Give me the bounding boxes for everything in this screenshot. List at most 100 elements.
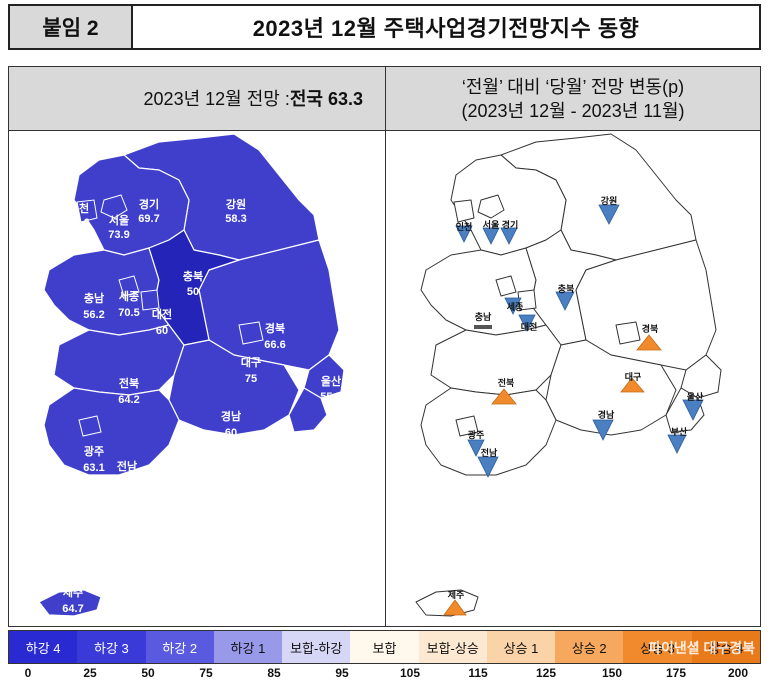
national-index: 전국 63.3 <box>289 88 363 109</box>
region-daegu <box>238 321 264 345</box>
name-chungnam: 충남 <box>475 311 492 322</box>
label-gwangju-name: 광주 <box>84 445 104 458</box>
legend-cell-flat: 보합 <box>350 631 419 663</box>
name-chungbuk: 충북 <box>558 283 575 294</box>
name-gyeongnam: 경남 <box>598 409 615 420</box>
flat-marker-chungnam <box>474 325 492 329</box>
tick-75: 75 <box>199 666 213 680</box>
tick-125: 125 <box>535 666 557 680</box>
name-gangwon: 강원 <box>601 195 618 206</box>
tick-85: 85 <box>267 666 281 680</box>
region-gwangju <box>78 415 102 437</box>
label-gangwon-name: 강원 <box>226 197 246 211</box>
down-marker-seoul <box>482 227 500 245</box>
label-jeonbuk-name: 전북 <box>119 376 139 390</box>
label-sejong-name: 세종 <box>119 289 139 303</box>
outline-daegu <box>615 321 641 345</box>
label-incheon-name: 인천 <box>69 201 89 215</box>
name-ulsan: 울산 <box>687 391 704 402</box>
tick-175: 175 <box>665 666 687 680</box>
name-sejong: 세종 <box>507 301 524 312</box>
down-marker-gyeonggi <box>500 227 518 245</box>
legend-scale: 0 25 50 75 85 95 105 115 125 150 175 200 <box>8 666 761 686</box>
label-chungnam-value: 56.2 <box>83 309 104 321</box>
label-gwangju-value: 63.1 <box>83 462 104 474</box>
name-gyeongbuk: 경북 <box>642 323 659 334</box>
label-seoul-name: 서울 <box>109 213 129 227</box>
label-gyeongnam-name: 경남 <box>221 409 241 423</box>
down-marker-jeonnam <box>477 456 499 478</box>
label-busan-name: 부산 <box>304 437 324 451</box>
outline-seoul <box>477 194 505 219</box>
name-daegu: 대구 <box>625 371 642 382</box>
outline-gyeongnam <box>545 339 677 436</box>
down-marker-sejong <box>504 297 522 315</box>
forecast-korea-map: 인천 66.6 서울 73.9 경기 69.7 강원 58.3 충북 50 충남… <box>38 133 345 617</box>
name-jeju: 제주 <box>448 589 465 600</box>
label-ulsan-name: 울산 <box>321 374 341 388</box>
up-marker-gyeongbuk <box>636 334 662 351</box>
legend-cell-up2: 상승 2 <box>555 631 624 663</box>
region-busan <box>288 387 328 433</box>
legend-cell-down2: 하강 2 <box>145 631 214 663</box>
down-marker-ulsan <box>682 399 704 421</box>
outline-sejong <box>495 275 517 297</box>
tick-200: 200 <box>727 666 749 680</box>
attachment-tag: 붙임 2 <box>10 6 133 48</box>
label-gyeongnam-value: 60 <box>225 427 237 439</box>
legend-cell-up1: 상승 1 <box>486 631 556 663</box>
up-marker-jeonbuk <box>491 388 517 405</box>
watermark: 파이낸셜 대구경북 <box>648 640 755 656</box>
label-chungbuk-name: 충북 <box>183 269 203 283</box>
label-jeonbuk-value: 64.2 <box>118 394 139 406</box>
change-panel-heading: ‘전월’ 대비 ‘당월’ 전망 변동(p) (2023년 12월 - 2023년… <box>386 67 760 131</box>
label-daejeon-value: 60 <box>156 325 168 337</box>
forecast-map-panel: 2023년 12월 전망 : 전국 63.3 <box>8 66 386 627</box>
region-sejong <box>118 275 140 297</box>
forecast-heading-prefix: 2023년 12월 전망 : <box>143 88 290 109</box>
change-heading-line2: (2023년 12월 - 2023년 11월) <box>461 100 685 121</box>
label-gyeongbuk-value: 66.6 <box>264 339 285 351</box>
region-seoul <box>100 194 128 219</box>
tick-150: 150 <box>601 666 623 680</box>
page-title: 2023년 12월 주택사업경기전망지수 동향 <box>252 16 640 41</box>
tick-25: 25 <box>83 666 97 680</box>
outline-busan <box>665 387 705 433</box>
outline-jeju <box>415 589 479 617</box>
label-jeonnam-name: 전남 <box>117 459 137 473</box>
down-marker-gangwon <box>598 204 620 225</box>
label-daegu-value: 75 <box>245 373 257 385</box>
label-gyeongbuk-name: 경북 <box>265 321 285 335</box>
forecast-panel-heading: 2023년 12월 전망 : 전국 63.3 <box>9 67 385 131</box>
down-marker-daejeon <box>518 314 536 332</box>
down-marker-chungbuk <box>555 291 575 311</box>
label-ulsan-value: 55.5 <box>320 391 341 403</box>
up-marker-daegu <box>620 377 645 393</box>
region-jeju <box>38 589 102 617</box>
outline-jeonbuk <box>430 324 562 396</box>
label-gyeonggi-value: 69.7 <box>138 213 159 225</box>
name-daejeon: 대전 <box>521 321 538 332</box>
down-marker-gyeongnam <box>592 419 614 441</box>
legend-cell-down1: 하강 1 <box>213 631 283 663</box>
name-busan: 부산 <box>671 426 688 437</box>
tick-105: 105 <box>399 666 421 680</box>
label-gangwon-value: 58.3 <box>225 213 246 225</box>
name-jeonbuk: 전북 <box>498 377 515 388</box>
legend-cell-down3: 하강 3 <box>77 631 146 663</box>
legend-bar: 하강 4 하강 3 하강 2 하강 1 보합-하강 보합 보합-상승 상승 1 … <box>8 630 761 664</box>
label-jeju-name: 제주 <box>63 585 83 599</box>
name-gwangju: 광주 <box>468 429 485 440</box>
tick-115: 115 <box>468 666 488 680</box>
label-gyeonggi-name: 경기 <box>139 197 159 211</box>
down-marker-busan <box>667 434 687 454</box>
legend-cell-up3: 상승 3 <box>623 631 692 663</box>
legend-cell-flat-down: 보합-하강 <box>282 631 351 663</box>
name-seoul: 서울 <box>483 219 500 230</box>
label-busan-value: 69.2 <box>303 455 324 467</box>
name-jeonnam: 전남 <box>481 447 498 458</box>
name-incheon: 인천 <box>456 222 473 232</box>
legend-cell-up4: 상승 4 <box>691 631 760 663</box>
outline-incheon <box>453 199 475 223</box>
label-chungbuk-value: 50 <box>187 286 199 298</box>
